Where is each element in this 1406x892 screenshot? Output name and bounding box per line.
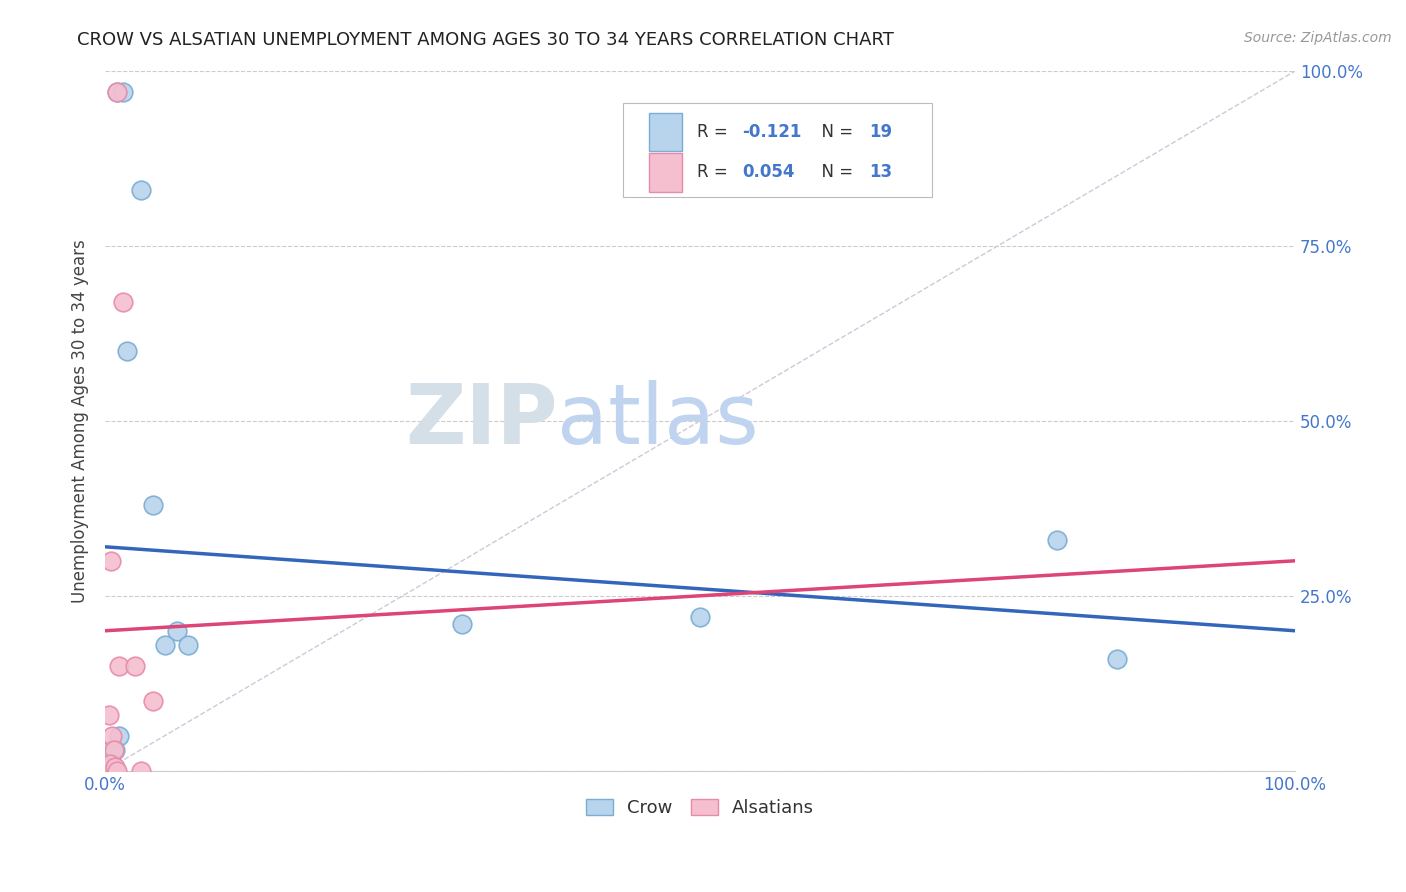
Point [97, 760, 120, 774]
Point [153, 638, 176, 652]
Point [115, 343, 138, 358]
Text: Source: ZipAtlas.com: Source: ZipAtlas.com [1244, 31, 1392, 45]
Point [129, 183, 152, 197]
Point [103, 760, 125, 774]
Point [451, 616, 474, 631]
Text: CROW VS ALSATIAN UNEMPLOYMENT AMONG AGES 30 TO 34 YEARS CORRELATION CHART: CROW VS ALSATIAN UNEMPLOYMENT AMONG AGES… [77, 31, 894, 49]
Point [105, 85, 128, 99]
Text: R =: R = [696, 123, 733, 141]
Text: atlas: atlas [557, 380, 759, 461]
Point [142, 498, 165, 512]
Point [142, 694, 165, 708]
Point [100, 742, 122, 756]
Text: -0.121: -0.121 [742, 123, 801, 141]
Text: N =: N = [811, 123, 858, 141]
Text: 19: 19 [869, 123, 893, 141]
Point [177, 638, 200, 652]
Point [105, 764, 128, 778]
Point [97, 707, 120, 722]
Point [112, 294, 135, 309]
Y-axis label: Unemployment Among Ages 30 to 34 years: Unemployment Among Ages 30 to 34 years [72, 239, 89, 603]
Point [112, 85, 135, 99]
Point [129, 764, 152, 778]
Point [166, 624, 188, 638]
Text: R =: R = [696, 163, 733, 181]
Legend: Crow, Alsatians: Crow, Alsatians [579, 792, 821, 824]
Point [104, 742, 127, 756]
Point [108, 658, 131, 673]
Point [1046, 533, 1069, 547]
Text: 0.054: 0.054 [742, 163, 794, 181]
Point [1105, 652, 1128, 666]
Point [124, 658, 146, 673]
Text: N =: N = [811, 163, 858, 181]
Point [98, 756, 121, 771]
Text: ZIP: ZIP [405, 380, 557, 461]
Point [105, 85, 128, 99]
Point [100, 554, 122, 568]
FancyBboxPatch shape [650, 112, 682, 152]
Point [103, 742, 125, 756]
Point [101, 729, 124, 743]
FancyBboxPatch shape [650, 153, 682, 192]
FancyBboxPatch shape [623, 103, 932, 197]
Point [98, 756, 121, 771]
Point [689, 609, 711, 624]
Text: 13: 13 [869, 163, 893, 181]
Point [101, 756, 124, 771]
Point [104, 760, 127, 774]
Point [108, 729, 131, 743]
